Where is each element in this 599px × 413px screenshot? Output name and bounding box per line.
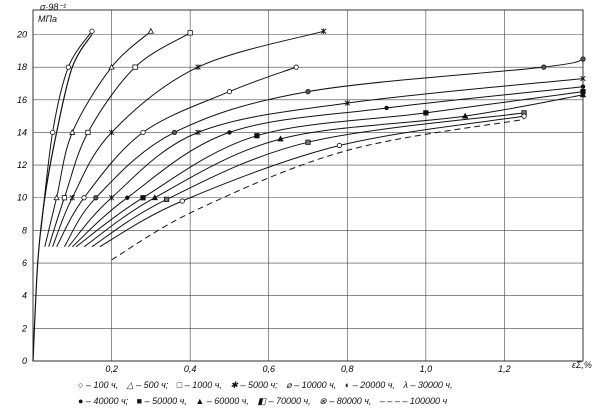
legend-item: ⌀ – 10000 ч, [286, 380, 337, 390]
data-point [69, 194, 76, 201]
legend-item: ⊗ – 80000 ч, [319, 396, 372, 406]
series-line [71, 86, 584, 248]
data-point [580, 75, 586, 82]
data-point [65, 64, 71, 70]
x-axis-label: εΣ,% [572, 360, 592, 370]
series-line [99, 115, 525, 248]
data-point [336, 142, 343, 149]
legend-item: ● – 40000 ч; [78, 396, 129, 406]
data-point [69, 129, 76, 135]
x-tick-label: 1,2 [498, 364, 511, 374]
y-tick-label: 12 [17, 160, 27, 170]
y-tick-label: 6 [22, 258, 27, 268]
data-point [580, 56, 586, 62]
data-point [151, 194, 158, 201]
x-tick-label: 1,0 [420, 364, 433, 374]
series-line [52, 30, 324, 247]
data-point [50, 129, 56, 136]
data-point [195, 64, 201, 70]
data-point [108, 129, 115, 136]
y-tick-label: 2 [21, 323, 27, 333]
y-tick-label: 14 [17, 127, 27, 137]
data-point [384, 105, 389, 111]
data-point [171, 129, 178, 136]
data-point [53, 194, 60, 201]
data-point [344, 100, 351, 106]
series-line [63, 58, 584, 247]
data-point [187, 30, 193, 36]
data-point [93, 195, 99, 201]
data-point [163, 196, 170, 202]
data-point [147, 27, 155, 34]
legend-item: – – – – 100000 ч [379, 396, 448, 406]
legend-item: ○ – 100 ч, [78, 380, 119, 390]
data-point [461, 112, 469, 119]
data-point [195, 129, 201, 136]
data-point [305, 139, 311, 145]
legend-item: □ – 1000 ч, [176, 380, 222, 390]
legend-item: ■ – 50000 ч, [136, 396, 187, 406]
x-tick-label: 0,8 [341, 364, 354, 374]
legend-item: ▲ – 60000 ч, [195, 396, 249, 406]
series-markers [50, 27, 587, 204]
legend-item: ◐ – 20000 ч, [344, 380, 395, 390]
y-axis-label-top: σ·98⁻¹ [40, 2, 67, 12]
data-point [226, 89, 233, 95]
series-line [111, 118, 525, 261]
data-point [579, 91, 587, 98]
legend-item: ✱ – 5000 ч; [230, 380, 278, 390]
data-point [140, 129, 146, 136]
elastic-loading-line [32, 34, 93, 362]
data-point [541, 64, 547, 70]
data-point [277, 135, 284, 142]
legend-item: ◧ – 70000 ч, [257, 396, 311, 406]
data-point [108, 63, 115, 70]
series-line [75, 91, 584, 248]
data-point [293, 64, 299, 70]
series-line [91, 112, 525, 248]
data-point [108, 194, 115, 201]
data-point [140, 195, 146, 201]
x-tick-label: 0,2 [105, 364, 118, 374]
y-axis-label-unit: МПа [38, 14, 58, 24]
data-point [81, 195, 87, 201]
y-tick-label: 16 [17, 95, 27, 105]
legend-row-1: ○ – 100 ч, △ – 500 ч; □ – 1000 ч, ✱ – 50… [78, 380, 459, 391]
y-tick-label: 18 [17, 62, 27, 72]
series-lines [32, 30, 584, 362]
data-point [61, 195, 68, 201]
data-point [132, 64, 138, 70]
grid [33, 10, 583, 362]
data-point [254, 133, 260, 139]
plot-frame [32, 9, 584, 362]
y-tick-label: 4 [22, 291, 27, 301]
tick-labels: 0,2 0,4 0,6 0,8 1,0 1,2 0 2 4 6 8 10 12 14 16 18 20 [16, 29, 511, 374]
series-line [68, 78, 584, 248]
data-point [227, 130, 232, 135]
series-line [83, 94, 584, 248]
data-point [580, 84, 586, 89]
data-point [521, 113, 527, 119]
data-point [85, 129, 91, 136]
series-line [40, 30, 93, 231]
axes [32, 9, 584, 362]
data-point [305, 89, 311, 95]
data-point [89, 28, 95, 34]
y-tick-label: 20 [16, 29, 27, 39]
data-point [125, 195, 130, 200]
legend-row-2: ● – 40000 ч; ■ – 50000 ч, ▲ – 60000 ч, ◧… [78, 396, 453, 407]
data-point [320, 28, 327, 35]
y-tick-label: 10 [17, 193, 27, 203]
legend-item: △ – 500 ч; [126, 380, 169, 390]
data-point [423, 110, 429, 116]
legend-item: λ – 30000 ч, [403, 380, 453, 390]
y-tick-label: 0 [22, 356, 27, 366]
x-tick-label: 0,4 [184, 364, 197, 374]
x-tick-label: 0,6 [262, 364, 275, 374]
data-point [179, 198, 185, 204]
y-tick-label: 8 [22, 225, 27, 235]
